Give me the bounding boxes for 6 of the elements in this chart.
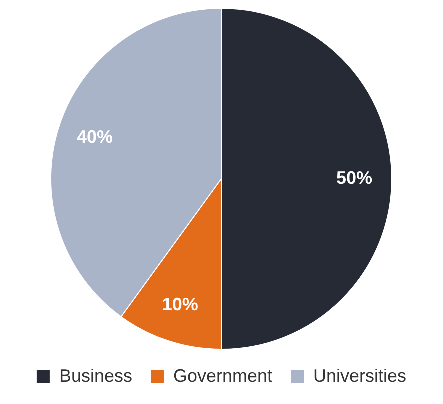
legend-label: Universities [314, 366, 407, 386]
data-label: 40% [77, 126, 114, 147]
data-label: 10% [162, 294, 198, 314]
data-label: 50% [336, 168, 373, 188]
legend-label: Government [173, 366, 273, 386]
legend-label: Business [59, 366, 132, 386]
